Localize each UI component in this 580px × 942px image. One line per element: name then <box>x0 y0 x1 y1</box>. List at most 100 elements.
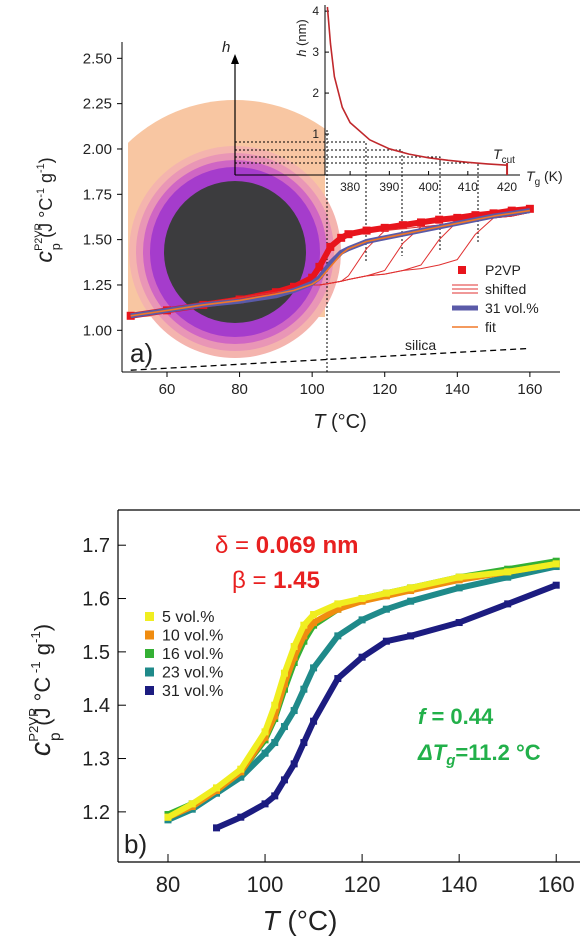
label-part: T <box>313 411 327 433</box>
silica-label: silica <box>405 337 436 353</box>
label-part: ΔT <box>417 740 448 765</box>
inset-y-tick-label: 1 <box>312 127 319 141</box>
panel-label: a) <box>130 338 153 368</box>
label-part: p <box>47 732 64 741</box>
inset-x-tick-label: 380 <box>340 180 360 194</box>
data-point <box>398 221 407 230</box>
y-tick-label: 1.6 <box>82 589 110 611</box>
x-tick-label: 160 <box>538 872 575 897</box>
y-axis-label: cP2VP p(J °C-1 g-1) <box>31 157 63 262</box>
legend-marker <box>145 649 154 658</box>
data-point <box>334 632 342 640</box>
data-point <box>188 800 196 808</box>
label-part: (K) <box>540 168 563 184</box>
label-part: f <box>418 704 428 729</box>
data-point <box>455 573 463 581</box>
y-tick-label: 1.75 <box>83 186 112 203</box>
data-point <box>280 776 288 784</box>
inset-background <box>325 5 520 175</box>
data-point <box>334 600 342 608</box>
inset-y-tick-label: 3 <box>312 45 319 59</box>
x-tick-label: 160 <box>517 381 542 398</box>
inset-x-tick-label: 390 <box>379 180 399 194</box>
legend-label: 31 vol.% <box>162 683 223 700</box>
legend-marker <box>458 266 466 274</box>
legend-marker <box>145 686 154 695</box>
data-point <box>290 760 298 768</box>
legend-label: fit <box>485 319 496 335</box>
fit-annotation: f = 0.44 <box>418 704 494 729</box>
y-tick-label: 1.00 <box>83 322 112 339</box>
silica-line <box>130 347 530 371</box>
series-band <box>215 582 558 831</box>
legend-marker <box>145 612 154 621</box>
label-part: cut <box>502 155 516 166</box>
data-point <box>213 824 221 832</box>
y-tick-label: 2.25 <box>83 96 112 113</box>
label-part: c <box>31 251 57 263</box>
data-point <box>237 773 245 781</box>
x-tick-label: 140 <box>441 872 478 897</box>
y-tick-label: 1.2 <box>82 802 110 824</box>
legend-label: 5 vol.% <box>162 609 214 626</box>
label-part: (J °C <box>30 677 55 726</box>
series-line <box>130 209 531 317</box>
data-point <box>358 653 366 661</box>
data-point <box>455 584 463 592</box>
y-tick-label: 1.50 <box>83 232 112 249</box>
data-point <box>280 680 288 688</box>
label-part: 1.45 <box>273 567 320 594</box>
data-point <box>417 218 426 227</box>
data-point <box>280 723 288 731</box>
x-tick-label: 100 <box>247 872 284 897</box>
data-point <box>213 784 221 792</box>
data-point <box>300 632 308 640</box>
data-point <box>507 206 516 215</box>
particle-illustration <box>128 54 341 358</box>
label-part: ) <box>30 624 55 631</box>
label-part: (°C) <box>280 905 338 936</box>
data-point <box>300 621 308 629</box>
data-point <box>271 739 279 747</box>
data-point <box>315 262 324 271</box>
label-part: T <box>526 168 536 184</box>
inset-x-tick-label: 400 <box>419 180 439 194</box>
label-part: (°C) <box>325 411 366 433</box>
y-tick-label: 2.00 <box>83 141 112 158</box>
data-point <box>358 616 366 624</box>
data-point <box>261 749 269 757</box>
data-point <box>382 605 390 613</box>
inset-y-label: h (nm) <box>294 19 309 57</box>
data-point <box>334 675 342 683</box>
label-part: δ = <box>215 532 256 559</box>
y-tick-label: 2.50 <box>83 50 112 67</box>
label-part: ) <box>36 157 56 163</box>
legend-label: 16 vol.% <box>162 646 223 663</box>
y-tick-label: 1.5 <box>82 642 110 664</box>
data-point <box>382 637 390 645</box>
label-part: 0.069 nm <box>256 532 359 559</box>
inset-x-label: Tg (K) <box>526 168 563 188</box>
silica-core <box>164 181 306 323</box>
inset-curve <box>326 6 508 166</box>
label-part: -1 <box>28 631 43 643</box>
leader-line <box>235 149 403 256</box>
label-part: (J °C <box>36 198 56 238</box>
x-tick-label: 80 <box>156 872 180 897</box>
data-point <box>362 226 371 235</box>
label-part: =11.2 °C <box>455 740 540 765</box>
data-point <box>453 213 462 222</box>
legend-label: 10 vol.% <box>162 628 223 645</box>
data-point <box>261 800 269 808</box>
data-point <box>237 813 245 821</box>
x-tick-label: 100 <box>300 381 325 398</box>
data-point <box>308 273 317 282</box>
data-point <box>380 223 389 232</box>
data-point <box>310 664 318 672</box>
data-point <box>271 792 279 800</box>
label-part: p <box>49 243 63 250</box>
data-point <box>290 643 298 651</box>
data-point <box>382 589 390 597</box>
data-point <box>455 619 463 627</box>
